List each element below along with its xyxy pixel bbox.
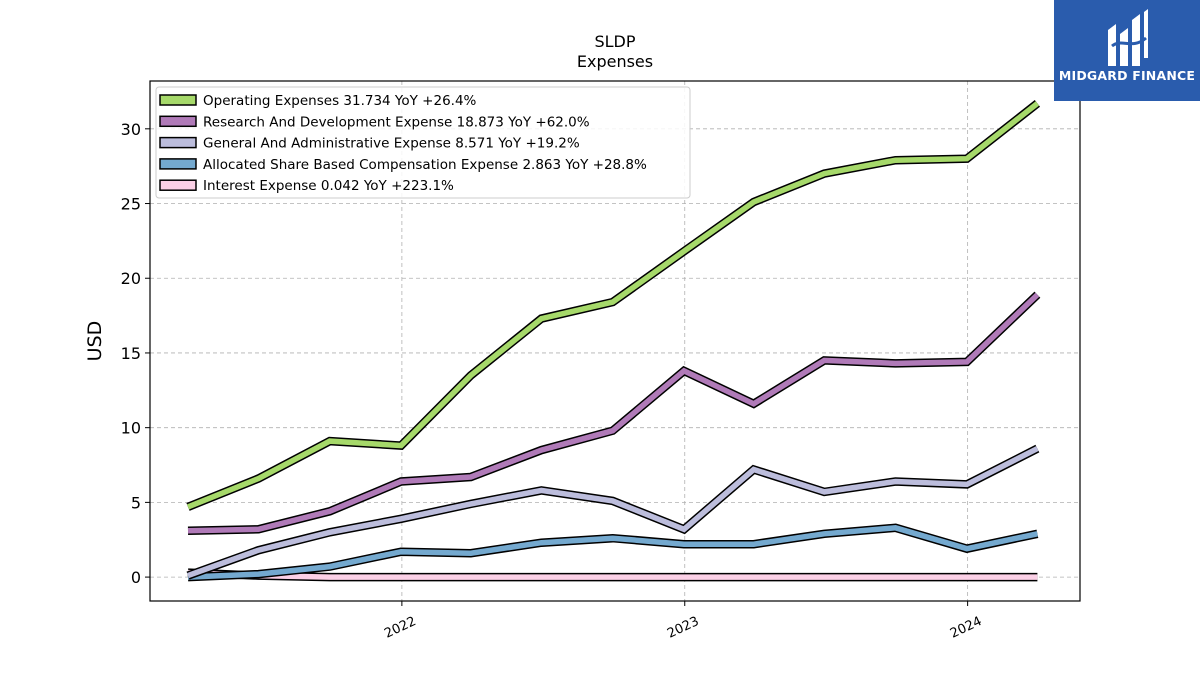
series-line-2 (187, 291, 1041, 536)
plot-frame (149, 80, 1081, 602)
series-line-1 (186, 100, 1041, 511)
legend-swatch (159, 179, 197, 191)
legend-items: Operating Expenses 31.734 YoY +26.4% Rese… (159, 93, 647, 194)
x-tick-label: 2022 (382, 614, 418, 642)
legend-entry: Interest Expense 0.042 YoY +223.1% (203, 178, 454, 194)
y-tick-label: 20 (121, 269, 141, 288)
legend: Operating Expenses 31.734 YoY +26.4% Rese… (155, 86, 691, 199)
series-line-5 (187, 568, 1038, 582)
series-line-3 (186, 444, 1040, 580)
legend-entry: Operating Expenses 31.734 YoY +26.4% (203, 93, 477, 109)
y-tick-label: 0 (131, 568, 141, 587)
y-tick-label: 30 (121, 120, 141, 139)
y-axis-label: USD (84, 321, 106, 362)
x-axis-ticks: 2022 2023 2024 (382, 601, 984, 642)
y-tick-label: 10 (121, 419, 141, 438)
chart-title: SLDP (594, 32, 635, 51)
legend-entry: General And Administrative Expense 8.571… (203, 136, 580, 152)
legend-swatch (159, 158, 197, 170)
y-tick-label: 15 (121, 344, 141, 363)
legend-swatch (159, 115, 197, 128)
legend-swatch (159, 94, 197, 106)
series-lines (186, 100, 1041, 582)
x-tick-label: 2024 (948, 614, 984, 642)
x-tick-label: 2023 (665, 614, 701, 642)
legend-entry: Research And Development Expense 18.873 … (203, 114, 590, 130)
logo-mark-icon (1108, 9, 1148, 66)
legend-entry: Allocated Share Based Compensation Expen… (203, 157, 647, 173)
chart-subtitle: Expenses (577, 52, 653, 71)
legend-swatch (159, 136, 197, 149)
y-tick-label: 25 (121, 195, 141, 214)
y-axis-ticks: 0 5 10 15 20 25 30 (121, 120, 150, 587)
y-tick-label: 5 (131, 493, 141, 512)
logo-text: MIDGARD FINANCE (1058, 68, 1196, 83)
midgard-finance-logo: MIDGARD FINANCE (1054, 0, 1200, 101)
legend-box (155, 86, 691, 199)
series-line-4 (187, 523, 1039, 582)
